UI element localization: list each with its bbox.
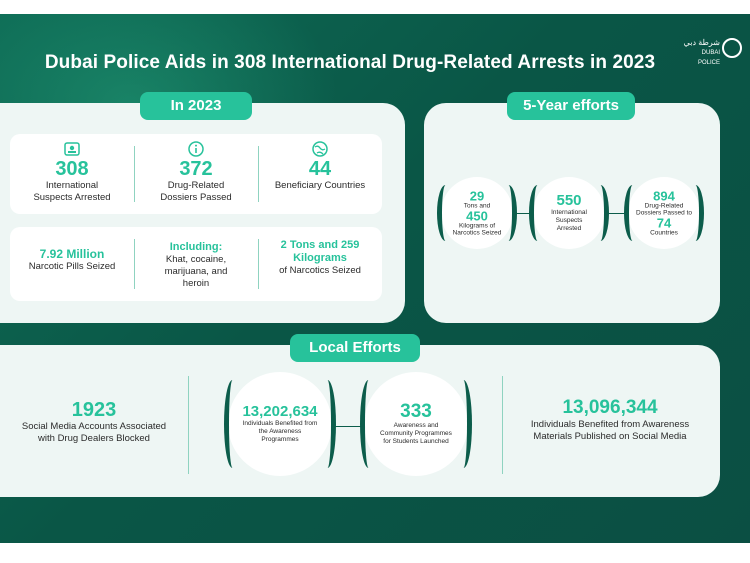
five-year-heading: 5-Year efforts	[507, 92, 635, 120]
countries-value: 44	[308, 158, 332, 180]
stat-pills: 7.92 Million Narcotic Pills Seized	[10, 227, 134, 321]
five-year-circle-narcotics: 29 Tons and 450 Kilograms of Narcotics S…	[437, 177, 517, 249]
suspects-label: International Suspects Arrested	[33, 180, 111, 203]
in-2023-heading: In 2023	[140, 92, 252, 120]
countries-label: Beneficiary Countries	[274, 180, 366, 191]
suspects-value: 308	[55, 158, 89, 180]
divider	[134, 239, 135, 289]
five-year-circle-suspects: 550 International Suspects Arrested	[529, 177, 609, 249]
infographic: Dubai Police Aids in 308 International D…	[0, 14, 750, 543]
pills-label: Narcotic Pills Seized	[28, 261, 116, 272]
divider	[258, 146, 259, 202]
stat-including: Including: Khat, cocaine, marijuana, and…	[134, 227, 258, 315]
stat-narcotics: 2 Tons and 259 Kilograms of Narcotics Se…	[258, 227, 382, 313]
stat-countries: 44 Beneficiary Countries	[258, 134, 382, 220]
person-id-icon	[64, 142, 80, 156]
logo-text: شرطة دبي DUBAI POLICE	[683, 38, 720, 66]
divider	[188, 376, 189, 474]
stats-card-bottom: 7.92 Million Narcotic Pills Seized Inclu…	[10, 227, 382, 301]
stat-dossiers: 372 Drug-Related Dossiers Passed	[134, 134, 258, 220]
connector-line	[300, 426, 400, 427]
five-year-circle-dossiers: 894 Drug-Related Dossiers Passed to 74 C…	[624, 177, 704, 249]
globe-icon	[312, 141, 328, 157]
divider	[258, 239, 259, 289]
local-stat-accounts: 1923 Social Media Accounts Associated wi…	[21, 399, 167, 444]
stats-card-top: 308 International Suspects Arrested 372 …	[10, 134, 382, 214]
divider	[134, 146, 135, 202]
including-value: Including:	[169, 241, 223, 253]
local-stat-social: 13,096,344 Individuals Benefited from Aw…	[530, 397, 690, 442]
stat-suspects: 308 International Suspects Arrested	[10, 134, 134, 220]
emblem-icon	[722, 38, 742, 58]
narcotics-label: of Narcotics Seized	[279, 265, 361, 276]
dossiers-value: 372	[179, 158, 213, 180]
dossiers-label: Drug-Related Dossiers Passed	[160, 180, 232, 203]
info-icon	[188, 141, 204, 157]
narcotics-value: 2 Tons and 259 Kilograms	[280, 239, 360, 264]
divider	[502, 376, 503, 474]
pills-value: 7.92 Million	[39, 247, 105, 261]
local-circle-programmes: 333 Awareness and Community Programmes f…	[360, 372, 472, 476]
local-circle-individuals: 13,202,634 Individuals Benefited from th…	[224, 372, 336, 476]
including-label: Khat, cocaine, marijuana, and heroin	[164, 254, 228, 289]
dubai-police-logo: شرطة دبي DUBAI POLICE	[680, 34, 742, 74]
local-efforts-heading: Local Efforts	[290, 334, 420, 362]
page-title: Dubai Police Aids in 308 International D…	[44, 52, 656, 73]
